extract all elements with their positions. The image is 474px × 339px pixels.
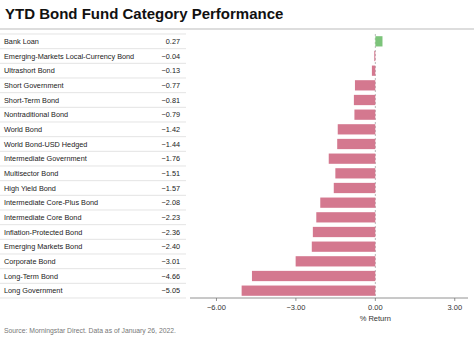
category-label: World Bond-USD Hedged (4, 140, 87, 149)
value-label: −2.36 (162, 228, 180, 237)
row-separator (0, 63, 186, 64)
bar (334, 183, 376, 193)
category-label: Inflation-Protected Bond (4, 228, 82, 237)
bar (296, 256, 376, 266)
bar (335, 168, 375, 178)
title-rule (0, 29, 474, 30)
row-separator (0, 78, 186, 79)
bar (355, 80, 375, 90)
value-label: −0.13 (162, 66, 180, 75)
tick-mark (216, 298, 217, 301)
chart: YTD Bond Fund Category Performance Bank L… (0, 0, 474, 339)
bar (338, 124, 376, 134)
value-label: 0.27 (166, 37, 180, 46)
tick-mark (375, 298, 376, 301)
value-label: −4.66 (162, 272, 180, 281)
bar (372, 66, 375, 76)
category-label: Long-Term Bond (4, 272, 58, 281)
value-label: −0.79 (162, 110, 180, 119)
row-separator (0, 166, 186, 167)
value-label: −3.01 (162, 257, 180, 266)
category-label: Intermediate Core-Plus Bond (4, 198, 98, 207)
tick-label: −3.00 (286, 303, 305, 312)
bar (312, 242, 376, 252)
row-separator (0, 239, 186, 240)
bar (329, 154, 376, 164)
category-label: Multisector Bond (4, 169, 58, 178)
row-separator (0, 298, 186, 299)
bars (242, 36, 383, 296)
value-label: −0.77 (162, 81, 180, 90)
source: Source: Morningstar Direct. Data as of J… (4, 327, 176, 335)
value-label: −1.57 (162, 184, 180, 193)
bar (375, 36, 382, 46)
bar (320, 198, 375, 208)
tick-label: −6.00 (207, 303, 226, 312)
value-label: −1.76 (162, 154, 180, 163)
row-separator (0, 34, 186, 35)
value-label: −0.81 (162, 96, 180, 105)
category-label: Corporate Bond (4, 257, 56, 266)
row-separator (0, 136, 186, 137)
category-label: Ultrashort Bond (4, 66, 55, 75)
category-label: Emerging-Markets Local-Currency Bond (4, 52, 134, 61)
row-separator (0, 107, 186, 108)
category-label: Short-Term Bond (4, 96, 59, 105)
category-label: High Yield Bond (4, 184, 56, 193)
category-label: Nontraditional Bond (4, 110, 68, 119)
row-separator (0, 195, 186, 196)
value-label: −5.05 (162, 286, 180, 295)
row-separator (0, 268, 186, 269)
row-separator (0, 48, 186, 49)
bar (354, 95, 375, 105)
category-label: Intermediate Core Bond (4, 213, 81, 222)
tick-label: 0.00 (368, 303, 383, 312)
row-separator (0, 151, 186, 152)
x-axis (190, 298, 468, 299)
value-label: −2.08 (162, 198, 180, 207)
bar (242, 286, 376, 296)
value-label: −0.04 (162, 52, 180, 61)
bar (313, 227, 375, 237)
tick-label: 3.00 (447, 303, 462, 312)
value-label: −1.42 (162, 125, 180, 134)
row-separator (0, 224, 186, 225)
bar (354, 110, 375, 120)
tick-mark (295, 298, 296, 301)
row-separator (0, 122, 186, 123)
row-separator (0, 254, 186, 255)
bar (374, 51, 375, 61)
row-separator (0, 180, 186, 181)
bar (337, 139, 375, 149)
row-separator (0, 283, 186, 284)
x-axis-label: % Return (360, 314, 391, 323)
bar (252, 271, 375, 281)
value-label: −2.40 (162, 242, 180, 251)
tick-mark (454, 298, 455, 301)
category-label: Short Government (4, 81, 64, 90)
category-label: Intermediate Government (4, 154, 87, 163)
bar (316, 212, 375, 222)
value-label: −1.51 (162, 169, 180, 178)
title: YTD Bond Fund Category Performance (5, 5, 283, 22)
category-label: Bank Loan (4, 37, 39, 46)
row-separator (0, 92, 186, 93)
category-label: World Bond (4, 125, 42, 134)
category-label: Emerging Markets Bond (4, 242, 82, 251)
value-label: −1.44 (162, 140, 180, 149)
value-label: −2.23 (162, 213, 180, 222)
category-label: Long Government (4, 286, 62, 295)
row-separator (0, 210, 186, 211)
